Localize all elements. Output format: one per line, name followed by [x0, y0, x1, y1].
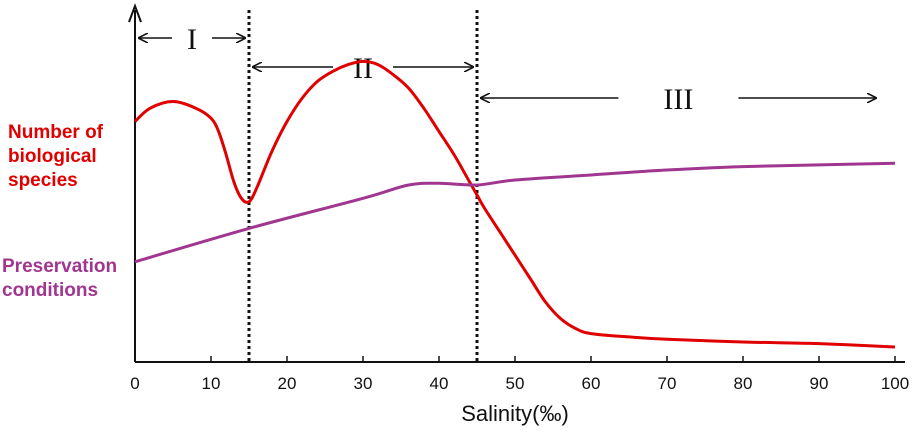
axes [128, 3, 905, 363]
species-line [133, 59, 896, 349]
x-ticks: 0 10 20 30 40 50 60 70 80 90 100 [130, 356, 909, 393]
species-label: Number of biological species [8, 122, 104, 191]
x-tick-label: 80 [734, 374, 753, 393]
series-labels: Number of biological species Preservation co… [2, 122, 117, 301]
y-axis-arrow-icon [128, 3, 142, 23]
preservation-line [134, 161, 896, 264]
series-lines [133, 59, 896, 349]
x-tick-label: 60 [582, 374, 601, 393]
x-tick-label: 50 [506, 374, 525, 393]
x-tick-label: 20 [278, 374, 297, 393]
x-tick-label: 0 [130, 374, 139, 393]
preservation-label: Preservation conditions [2, 256, 117, 301]
x-tick-label: 40 [430, 374, 449, 393]
x-tick-label: 70 [658, 374, 677, 393]
x-tick-label: 30 [354, 374, 373, 393]
x-tick-label: 100 [881, 374, 909, 393]
zone-label: III [663, 83, 693, 116]
zone-label: II [353, 52, 373, 85]
zone-label: I [187, 23, 197, 56]
x-axis-label: Salinity(‰) [461, 401, 569, 426]
x-tick-label: 10 [202, 374, 221, 393]
x-tick-label: 90 [810, 374, 829, 393]
